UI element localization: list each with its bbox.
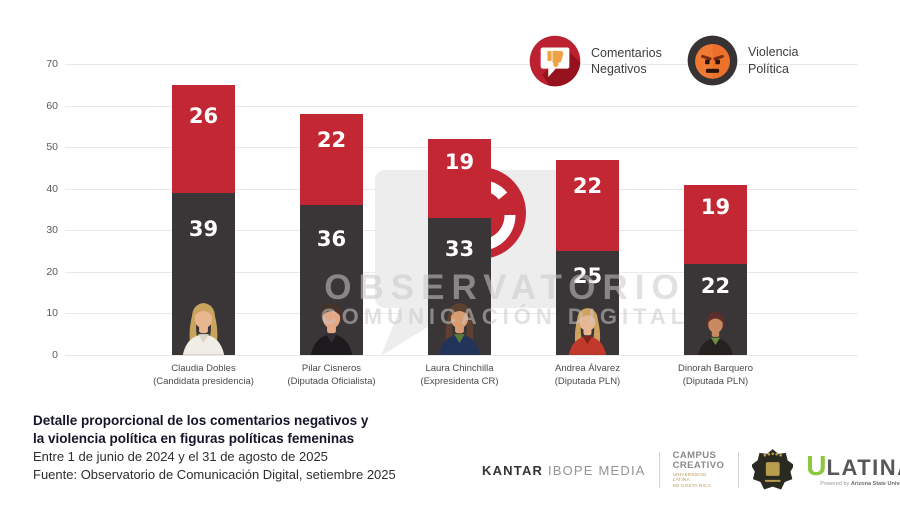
bar-dinorah-barquero: 19 22: [684, 184, 747, 355]
x-axis-label-laura-chinchilla: Laura Chinchilla (Expresidenta CR): [384, 363, 536, 389]
segment-comentarios-negativos-andrea-alvarez: 22: [556, 159, 619, 252]
value-label-comentarios-negativos-pilar-cisneros: 22: [316, 128, 347, 153]
ulatina-u: U: [806, 450, 827, 482]
value-label-comentarios-negativos-laura-chinchilla: 19: [444, 149, 475, 174]
segment-comentarios-negativos-laura-chinchilla: 19: [428, 138, 491, 218]
caption-block: Detalle proporcional de los comentarios …: [33, 412, 396, 484]
bar-laura-chinchilla: 19 33: [428, 138, 491, 355]
y-axis-tick-30: 30: [46, 224, 58, 237]
chart-source: Fuente: Observatorio de Comunicación Dig…: [33, 467, 396, 483]
chart-title-line1: Detalle proporcional de los comentarios …: [33, 413, 369, 428]
segment-comentarios-negativos-claudia-dobles: 26: [172, 84, 235, 193]
y-axis-tick-70: 70: [46, 58, 58, 70]
y-axis-tick-10: 10: [46, 307, 58, 320]
ulatina-seal-icon: [751, 449, 794, 490]
gridline-y-70: [65, 64, 858, 65]
value-label-comentarios-negativos-andrea-alvarez: 22: [572, 174, 603, 199]
x-axis-label-andrea-alvarez: Andrea Álvarez (Diputada PLN): [512, 363, 664, 389]
ulatina-tagline-prefix: Powered by: [820, 481, 850, 488]
x-axis-label-dinorah-barquero: Dinorah Barquero (Diputada PLN): [640, 363, 792, 389]
footer-divider: [737, 452, 739, 488]
segment-violencia-politica-claudia-dobles: 39: [172, 192, 235, 355]
y-axis-tick-60: 60: [46, 99, 58, 112]
ulatina-tagline: Powered by Arizona State University: [820, 482, 900, 488]
segment-violencia-politica-pilar-cisneros: 36: [300, 205, 363, 355]
person-role: (Diputada PLN): [682, 375, 749, 387]
value-label-comentarios-negativos-dinorah-barquero: 19: [700, 195, 731, 220]
bar-claudia-dobles: 26 39: [172, 84, 235, 355]
x-axis-label-claudia-dobles: Claudia Dobles (Candidata presidencia): [128, 363, 280, 389]
person-name: Andrea Álvarez: [555, 363, 620, 374]
y-axis-tick-20: 20: [46, 265, 58, 278]
person-name: Claudia Dobles: [171, 363, 236, 374]
person-role: (Expresidenta CR): [420, 375, 499, 387]
value-label-violencia-politica-andrea-alvarez: 25: [572, 263, 603, 288]
legend-label-political-violence: Violencia Política: [748, 45, 799, 76]
campus-subtext-2: DE COSTA RICA: [672, 483, 711, 489]
segment-violencia-politica-laura-chinchilla: 33: [428, 217, 491, 355]
value-label-comentarios-negativos-claudia-dobles: 26: [188, 104, 219, 129]
ulatina-logo: U LATINA Powered by Arizona State Univer…: [806, 452, 900, 488]
footer-divider: [658, 452, 660, 488]
kantar-wordmark: KANTAR: [482, 462, 544, 478]
political-violence-icon: [687, 35, 738, 86]
ulatina-tagline-asu: Arizona State University: [850, 481, 900, 488]
portrait-claudia-dobles: [182, 303, 225, 355]
person-role: (Diputada PLN): [554, 375, 621, 387]
portrait-laura-chinchilla: [438, 303, 481, 355]
value-label-violencia-politica-laura-chinchilla: 33: [444, 237, 475, 262]
y-axis-tick-0: 0: [52, 349, 58, 361]
segment-comentarios-negativos-pilar-cisneros: 22: [300, 113, 363, 206]
chart-title-line2: la violencia política en figuras polític…: [33, 431, 355, 447]
bar-pilar-cisneros: 22 36: [300, 113, 363, 355]
legend-item-political-violence: Violencia Política: [686, 34, 836, 87]
portrait-dinorah-barquero: [698, 311, 733, 355]
value-label-violencia-politica-pilar-cisneros: 36: [316, 227, 347, 252]
value-label-violencia-politica-dinorah-barquero: 22: [700, 273, 731, 298]
portrait-pilar-cisneros: [310, 303, 353, 355]
kantar-ibope-media-logo: KANTAR IBOPE MEDIA: [482, 463, 646, 478]
gridline-y-60: [65, 105, 858, 107]
chart-period: Entre 1 de junio de 2024 y el 31 de agos…: [33, 449, 328, 465]
person-role: (Diputada Oficialista): [287, 375, 376, 387]
legend-label-negative-comments: Comentarios Negativos: [591, 45, 662, 76]
campus-creativo-logo: CAMPUS CREATIVO UNIVERSIDAD LATINA DE CO…: [672, 449, 725, 489]
creativo-word: CREATIVO: [672, 459, 725, 471]
campus-subtext-1: UNIVERSIDAD LATINA: [672, 471, 707, 482]
value-label-violencia-politica-claudia-dobles: 39: [188, 217, 219, 242]
y-axis-tick-50: 50: [46, 141, 58, 154]
ulatina-wordmark: LATINA: [826, 455, 900, 481]
person-name: Laura Chinchilla: [425, 363, 494, 374]
bar-andrea-alvarez: 22 25: [556, 159, 619, 355]
person-name: Dinorah Barquero: [678, 363, 753, 374]
y-axis-tick-40: 40: [46, 182, 58, 195]
segment-comentarios-negativos-dinorah-barquero: 19: [684, 184, 747, 264]
person-name: Pilar Cisneros: [301, 363, 362, 374]
gridline-y-0: [65, 355, 858, 356]
negative-comments-icon: [529, 35, 581, 87]
person-role: (Candidata presidencia): [153, 375, 254, 387]
segment-violencia-politica-dinorah-barquero: 22: [684, 263, 747, 355]
segment-violencia-politica-andrea-alvarez: 25: [556, 251, 619, 355]
legend-item-negative-comments: Comentarios Negativos: [528, 34, 679, 88]
footer-logos: KANTAR IBOPE MEDIA CAMPUS CREATIVO UNIVE…: [482, 444, 900, 496]
portrait-andrea-alvarez: [568, 308, 607, 355]
x-axis-label-pilar-cisneros: Pilar Cisneros (Diputada Oficialista): [256, 363, 408, 389]
ibope-media-wordmark: IBOPE MEDIA: [547, 462, 646, 478]
campus-word: CAMPUS: [672, 449, 717, 461]
